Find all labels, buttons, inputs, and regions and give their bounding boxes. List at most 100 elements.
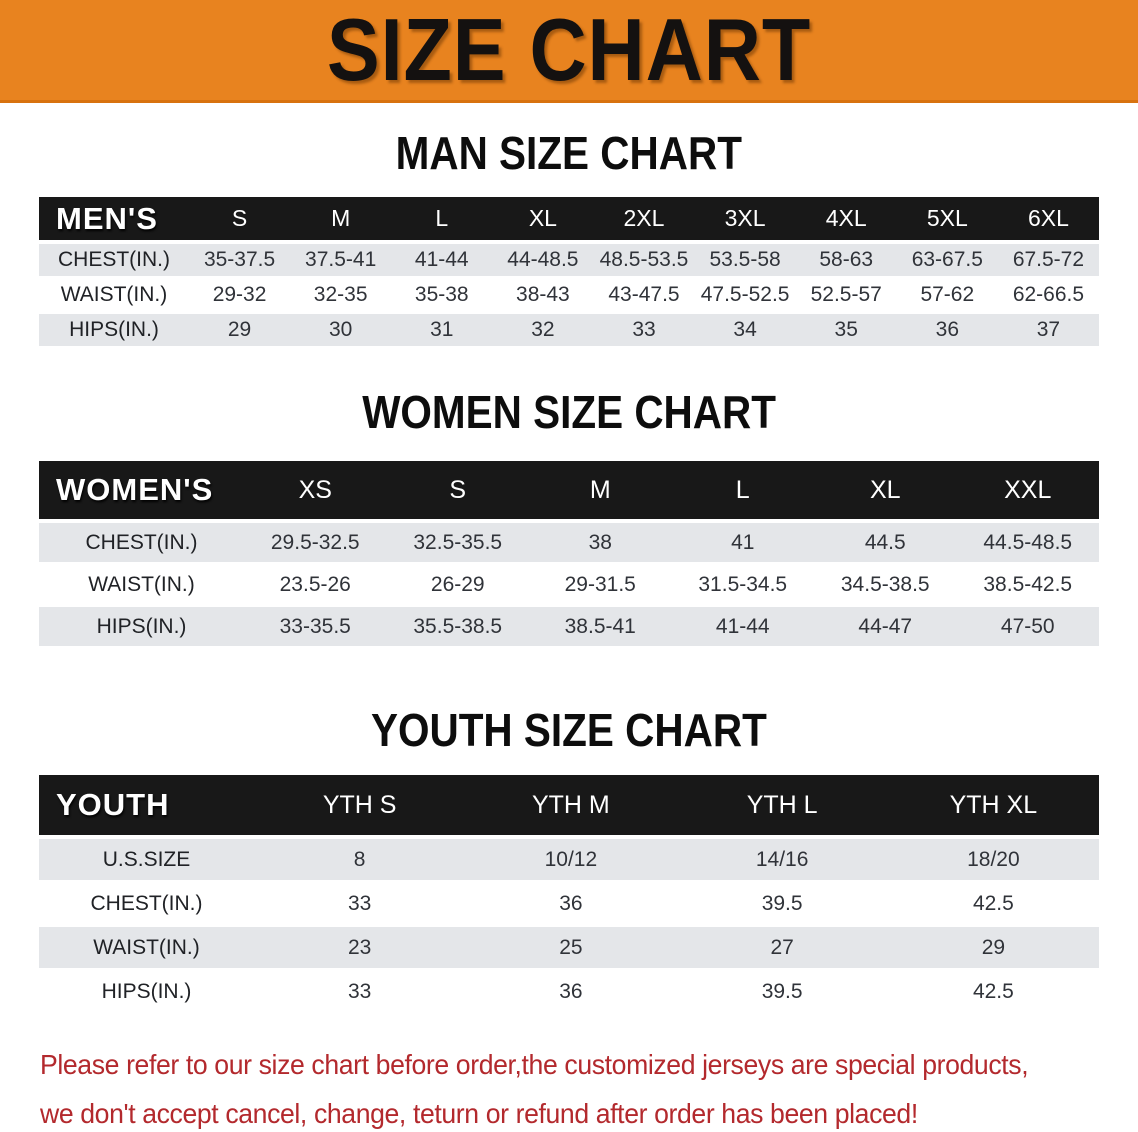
- size-cell: 41-44: [671, 607, 814, 649]
- youth-header-label: YOUTH: [39, 775, 254, 839]
- size-cell: 41-44: [391, 244, 493, 279]
- size-cell: 39.5: [676, 883, 888, 927]
- size-cell: 44-47: [814, 607, 957, 649]
- size-cell: 25: [465, 927, 677, 971]
- size-cell: 10/12: [465, 839, 677, 883]
- youth-section-title: YOUTH SIZE CHART: [0, 707, 1138, 753]
- men-chest-row: CHEST(IN.) 35-37.5 37.5-41 41-44 44-48.5…: [39, 244, 1099, 279]
- size-cell: 37: [997, 314, 1099, 349]
- women-size-table-wrap: WOMEN'S XS S M L XL XXL CHEST(IN.) 29.5-…: [39, 461, 1099, 649]
- youth-size-col-header: YTH S: [254, 775, 466, 839]
- youth-size-col-header: YTH M: [465, 775, 677, 839]
- size-cell: 30: [290, 314, 392, 349]
- size-cell: 63-67.5: [896, 244, 998, 279]
- size-cell: 34.5-38.5: [814, 565, 957, 607]
- women-section-title: WOMEN SIZE CHART: [0, 389, 1138, 435]
- women-size-col-header: L: [671, 461, 814, 523]
- men-size-col-header: 3XL: [694, 197, 796, 244]
- size-cell: 62-66.5: [997, 279, 1099, 314]
- size-cell: 44.5: [814, 523, 957, 565]
- size-cell: 27: [676, 927, 888, 971]
- size-cell: 26-29: [386, 565, 529, 607]
- row-label: WAIST(IN.): [39, 565, 244, 607]
- youth-header-row: YOUTH YTH S YTH M YTH L YTH XL: [39, 775, 1099, 839]
- men-waist-row: WAIST(IN.) 29-32 32-35 35-38 38-43 43-47…: [39, 279, 1099, 314]
- size-cell: 47.5-52.5: [694, 279, 796, 314]
- women-size-table: WOMEN'S XS S M L XL XXL CHEST(IN.) 29.5-…: [39, 461, 1099, 649]
- size-cell: 14/16: [676, 839, 888, 883]
- women-header-label: WOMEN'S: [39, 461, 244, 523]
- row-label: CHEST(IN.): [39, 523, 244, 565]
- youth-ussize-row: U.S.SIZE 8 10/12 14/16 18/20: [39, 839, 1099, 883]
- youth-hips-row: HIPS(IN.) 33 36 39.5 42.5: [39, 971, 1099, 1015]
- size-cell: 38.5-42.5: [956, 565, 1099, 607]
- men-size-col-header: S: [189, 197, 291, 244]
- size-cell: 35.5-38.5: [386, 607, 529, 649]
- size-cell: 32: [492, 314, 594, 349]
- size-cell: 33-35.5: [244, 607, 387, 649]
- youth-waist-row: WAIST(IN.) 23 25 27 29: [39, 927, 1099, 971]
- size-cell: 58-63: [795, 244, 897, 279]
- size-cell: 29-32: [189, 279, 291, 314]
- size-cell: 18/20: [887, 839, 1099, 883]
- size-cell: 33: [254, 883, 466, 927]
- row-label: WAIST(IN.): [39, 927, 254, 971]
- men-hips-row: HIPS(IN.) 29 30 31 32 33 34 35 36 37: [39, 314, 1099, 349]
- women-size-col-header: XL: [814, 461, 957, 523]
- row-label: HIPS(IN.): [39, 971, 254, 1015]
- size-cell: 42.5: [887, 883, 1099, 927]
- size-cell: 53.5-58: [694, 244, 796, 279]
- men-size-col-header: L: [391, 197, 493, 244]
- size-cell: 67.5-72: [997, 244, 1099, 279]
- size-cell: 37.5-41: [290, 244, 392, 279]
- size-cell: 31: [391, 314, 493, 349]
- row-label: U.S.SIZE: [39, 839, 254, 883]
- women-waist-row: WAIST(IN.) 23.5-26 26-29 29-31.5 31.5-34…: [39, 565, 1099, 607]
- size-cell: 42.5: [887, 971, 1099, 1015]
- youth-size-table: YOUTH YTH S YTH M YTH L YTH XL U.S.SIZE …: [39, 775, 1099, 1015]
- size-cell: 32.5-35.5: [386, 523, 529, 565]
- men-size-col-header: 4XL: [795, 197, 897, 244]
- size-cell: 32-35: [290, 279, 392, 314]
- men-section-title-text: MAN SIZE CHART: [395, 127, 743, 179]
- women-section-title-text: WOMEN SIZE CHART: [362, 386, 776, 438]
- size-cell: 38-43: [492, 279, 594, 314]
- size-cell: 52.5-57: [795, 279, 897, 314]
- disclaimer-text: Please refer to our size chart before or…: [40, 1043, 1138, 1132]
- size-cell: 48.5-53.5: [593, 244, 695, 279]
- youth-section-title-text: YOUTH SIZE CHART: [371, 704, 767, 756]
- men-header-row: MEN'S S M L XL 2XL 3XL 4XL 5XL 6XL: [39, 197, 1099, 244]
- row-label: CHEST(IN.): [39, 883, 254, 927]
- size-cell: 38.5-41: [529, 607, 672, 649]
- size-cell: 44.5-48.5: [956, 523, 1099, 565]
- men-size-col-header: 5XL: [896, 197, 998, 244]
- youth-size-col-header: YTH L: [676, 775, 888, 839]
- size-cell: 35-38: [391, 279, 493, 314]
- size-cell: 57-62: [896, 279, 998, 314]
- row-label: HIPS(IN.): [39, 607, 244, 649]
- size-cell: 23.5-26: [244, 565, 387, 607]
- women-header-row: WOMEN'S XS S M L XL XXL: [39, 461, 1099, 523]
- size-cell: 31.5-34.5: [671, 565, 814, 607]
- size-cell: 29.5-32.5: [244, 523, 387, 565]
- men-size-col-header: XL: [492, 197, 594, 244]
- men-size-col-header: M: [290, 197, 392, 244]
- men-size-table-wrap: MEN'S S M L XL 2XL 3XL 4XL 5XL 6XL CHEST…: [39, 197, 1099, 349]
- size-chart-banner: SIZE CHART: [0, 0, 1138, 103]
- men-size-col-header: 2XL: [593, 197, 695, 244]
- size-cell: 8: [254, 839, 466, 883]
- size-cell: 29: [189, 314, 291, 349]
- size-cell: 38: [529, 523, 672, 565]
- banner-title: SIZE CHART: [326, 0, 812, 99]
- women-hips-row: HIPS(IN.) 33-35.5 35.5-38.5 38.5-41 41-4…: [39, 607, 1099, 649]
- size-cell: 39.5: [676, 971, 888, 1015]
- youth-size-table-wrap: YOUTH YTH S YTH M YTH L YTH XL U.S.SIZE …: [39, 775, 1099, 1015]
- men-size-col-header: 6XL: [997, 197, 1099, 244]
- row-label: HIPS(IN.): [39, 314, 189, 349]
- women-size-col-header: M: [529, 461, 672, 523]
- size-cell: 41: [671, 523, 814, 565]
- women-size-col-header: S: [386, 461, 529, 523]
- women-size-col-header: XXL: [956, 461, 1099, 523]
- size-cell: 23: [254, 927, 466, 971]
- size-cell: 35-37.5: [189, 244, 291, 279]
